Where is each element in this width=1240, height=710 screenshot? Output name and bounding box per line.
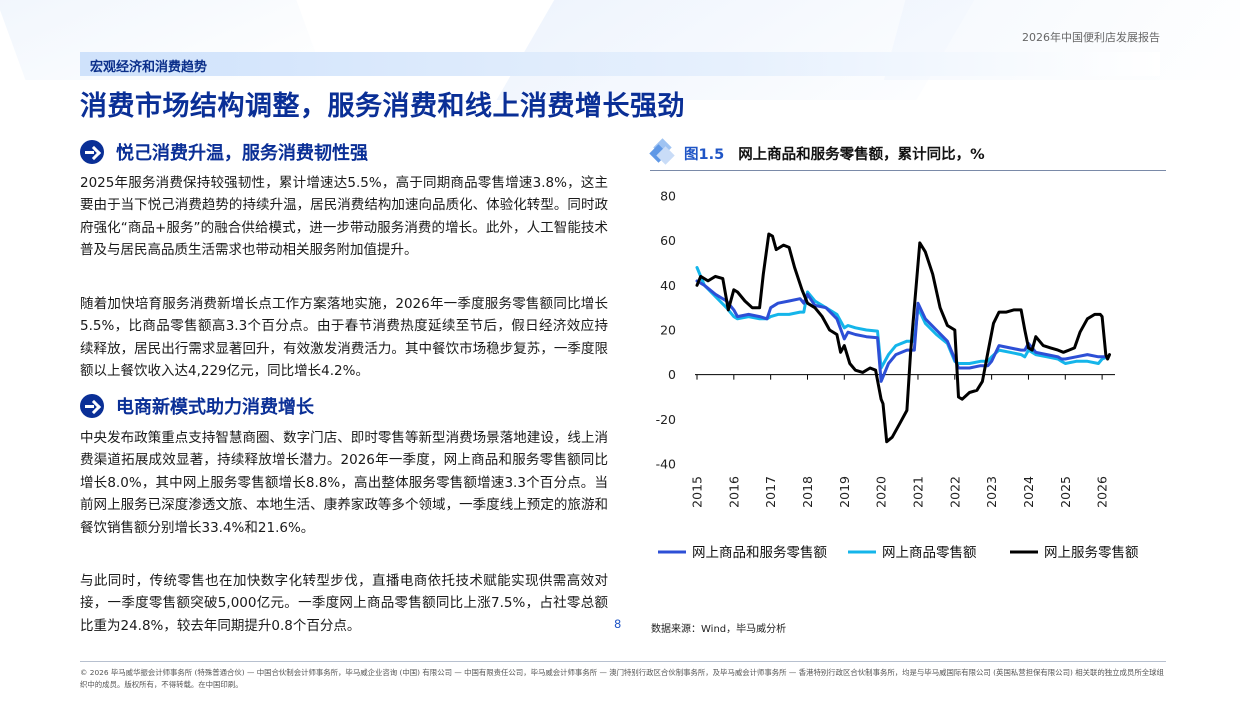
y-tick-label: -20 bbox=[656, 412, 676, 427]
paragraph-4: 与此同时，传统零售也在加快数字化转型步伐，直播电商依托技术赋能实现供需高效对接，… bbox=[80, 573, 608, 634]
y-tick-label: 20 bbox=[660, 323, 676, 338]
legend-label: 网上商品零售额 bbox=[882, 545, 977, 561]
x-tick-label: 2021 bbox=[910, 476, 925, 508]
y-tick-label: 80 bbox=[660, 189, 676, 204]
section-tag: 宏观经济和消费趋势 bbox=[80, 52, 1160, 76]
y-tick-label: -40 bbox=[656, 457, 676, 472]
legend-label: 网上服务零售额 bbox=[1044, 545, 1139, 561]
y-tick-label: 0 bbox=[668, 367, 676, 382]
figure-number: 图1.5 bbox=[684, 146, 725, 163]
arrow-right-circle-icon bbox=[80, 140, 104, 164]
y-tick-label: 40 bbox=[660, 278, 676, 293]
page-title: 消费市场结构调整，服务消费和线上消费增长强劲 bbox=[80, 91, 685, 122]
x-tick-label: 2016 bbox=[726, 476, 741, 508]
page-number: 8 bbox=[614, 617, 622, 631]
section-tag-label: 宏观经济和消费趋势 bbox=[90, 60, 208, 75]
legend-label: 网上商品和服务零售额 bbox=[692, 545, 827, 561]
x-tick-label: 2018 bbox=[800, 476, 815, 508]
figure-header: 图1.5 网上商品和服务零售额，累计同比，% bbox=[649, 138, 1166, 168]
y-tick-label: 60 bbox=[660, 233, 676, 248]
paragraph-3: 中央发布政策重点支持智慧商圈、数字门店、即时零售等新型消费场景落地建设，线上消费… bbox=[80, 430, 608, 536]
x-tick-label: 2022 bbox=[947, 476, 962, 508]
figure-rule bbox=[650, 170, 1166, 171]
arrow-right-circle-icon bbox=[80, 394, 104, 418]
subheading-1: 悦己消费升温，服务消费韧性强 bbox=[80, 138, 368, 166]
series-line-1 bbox=[695, 266, 1110, 370]
data-source: 数据来源：Wind，毕马威分析 bbox=[651, 624, 787, 635]
x-tick-label: 2017 bbox=[763, 476, 778, 508]
x-tick-label: 2023 bbox=[984, 476, 999, 508]
x-tick-label: 2019 bbox=[837, 476, 852, 508]
footer-copyright: © 2026 毕马威华振会计师事务所 (特殊普通合伙) — 中国合伙制会计师事务… bbox=[80, 668, 1164, 689]
report-name: 2026年中国便利店发展报告 bbox=[1022, 31, 1160, 44]
figure-title: 网上商品和服务零售额，累计同比，% bbox=[738, 146, 985, 163]
x-tick-label: 2015 bbox=[690, 476, 705, 508]
series-line-2 bbox=[695, 232, 1111, 444]
series-line-0 bbox=[695, 279, 1110, 383]
x-tick-label: 2020 bbox=[874, 476, 889, 508]
paragraph-1: 2025年服务消费保持较强韧性，累计增速达5.5%，高于同期商品零售增速3.8%… bbox=[80, 175, 608, 259]
x-tick-label: 2024 bbox=[1021, 476, 1036, 508]
subheading-2: 电商新模式助力消费增长 bbox=[80, 392, 314, 420]
x-tick-label: 2026 bbox=[1095, 476, 1110, 508]
line-chart: 80 60 40 20 0 -20 -40 2015 2016 2017 2018 2019 2020… bbox=[656, 189, 1139, 562]
paragraph-2: 随着加快培育服务消费新增长点工作方案落地实施，2026年一季度服务零售额同比增长… bbox=[80, 296, 608, 380]
diamond-icon bbox=[649, 138, 676, 166]
x-tick-label: 2025 bbox=[1058, 476, 1073, 508]
subheading-1-text: 悦己消费升温，服务消费韧性强 bbox=[116, 143, 368, 164]
footer-rule bbox=[80, 661, 1166, 662]
subheading-2-text: 电商新模式助力消费增长 bbox=[116, 397, 314, 418]
